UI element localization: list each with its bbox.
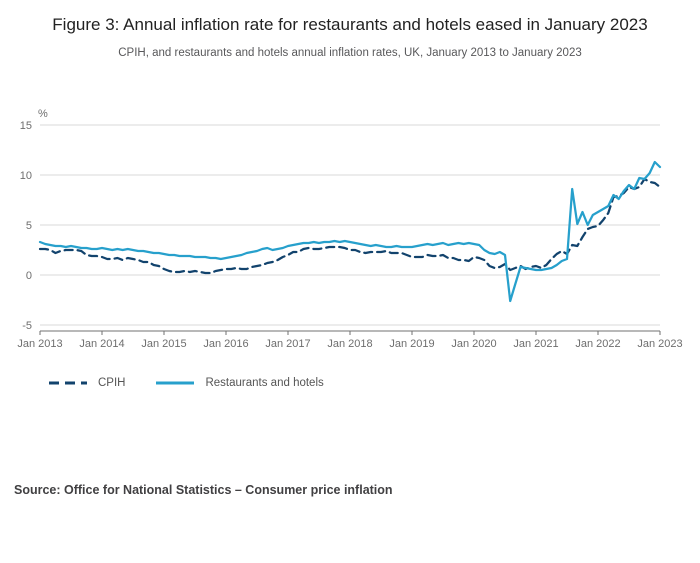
x-tick-label: Jan 2021 <box>513 338 558 350</box>
y-tick-label: -5 <box>22 320 32 332</box>
line-chart-svg: 15 10 5 0 -5% Jan 2013 Jan 2014 Jan 2015 Jan 201… <box>17 108 682 350</box>
x-tick-label: Jan 2015 <box>141 338 186 350</box>
chart-area: 15 10 5 0 -5% Jan 2013 Jan 2014 Jan 2015 Jan 201… <box>0 105 700 353</box>
y-tick-label: 10 <box>20 170 32 182</box>
restaurants-solid-line-sample <box>155 380 195 386</box>
source-text: Source: Office for National Statistics –… <box>14 482 393 497</box>
chart-figure: Figure 3: Annual inflation rate for rest… <box>0 14 700 563</box>
x-tick-label: Jan 2018 <box>327 338 372 350</box>
x-tick-label: Jan 2013 <box>17 338 62 350</box>
x-tick-label: Jan 2019 <box>389 338 434 350</box>
restaurants-hotels-line <box>38 160 662 303</box>
legend-label-restaurants: Restaurants and hotels <box>205 376 324 389</box>
chart-legend: CPIH Restaurants and hotels <box>48 377 700 389</box>
figure-subtitle: CPIH, and restaurants and hotels annual … <box>118 46 582 59</box>
cpih-line <box>38 177 662 275</box>
legend-label-cpih: CPIH <box>98 376 126 389</box>
x-tick-label: Jan 2022 <box>575 338 620 350</box>
y-tick-label: 0 <box>26 270 32 282</box>
y-tick-label: 15 <box>20 120 32 132</box>
figure-title: Figure 3: Annual inflation rate for rest… <box>52 15 648 34</box>
y-axis-unit-label: % <box>38 108 48 120</box>
x-tick-label: Jan 2023 <box>637 338 682 350</box>
x-tick-label: Jan 2016 <box>203 338 248 350</box>
cpih-dashed-line-sample <box>48 380 88 386</box>
legend-item-restaurants: Restaurants and hotels <box>155 376 324 389</box>
x-tick-label: Jan 2014 <box>79 338 124 350</box>
legend-item-cpih: CPIH <box>48 377 125 389</box>
x-tick-label: Jan 2017 <box>265 338 310 350</box>
y-tick-label: 5 <box>26 220 32 232</box>
x-tick-label: Jan 2020 <box>451 338 496 350</box>
